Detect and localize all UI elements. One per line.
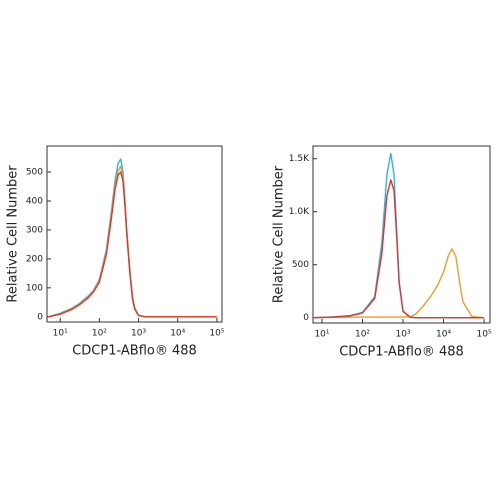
x-tick-label: 10⁵ (477, 330, 492, 340)
y-tick-label: 300 (26, 225, 43, 235)
x-tick-label: 10¹ (314, 330, 329, 340)
x-tick-label: 10¹ (53, 329, 68, 339)
y-tick-label: 200 (26, 254, 43, 264)
x-tick-label: 10³ (396, 330, 411, 340)
histogram-line (312, 152, 485, 319)
x-tick-label: 10² (92, 329, 107, 339)
x-axis-title: CDCP1-ABflo® 488 (339, 345, 464, 360)
x-axis-title: CDCP1-ABflo® 488 (72, 344, 197, 359)
y-axis-title: Relative Cell Number (6, 165, 21, 303)
y-tick-label: 1.5K (289, 154, 310, 164)
x-tick-label: 10³ (131, 329, 146, 339)
x-tick-label: 10⁴ (436, 330, 451, 340)
y-tick-label: 0 (303, 313, 309, 323)
x-tick-label: 10⁵ (209, 329, 224, 339)
histogram-line (312, 179, 485, 319)
y-axis-title: Relative Cell Number (272, 165, 287, 303)
plot-frame (312, 145, 491, 324)
y-tick-label: 0 (37, 312, 43, 322)
plot-frame (46, 145, 223, 323)
x-tick-label: 10⁴ (170, 329, 185, 339)
y-tick-label: 1.0K (289, 207, 310, 217)
histogram-line (312, 248, 485, 319)
y-tick-label: 100 (26, 283, 43, 293)
histogram-line (48, 171, 217, 318)
y-tick-label: 500 (26, 168, 43, 178)
x-tick-label: 10² (355, 330, 370, 340)
y-tick-label: 500 (292, 260, 309, 270)
y-tick-label: 400 (26, 197, 43, 207)
